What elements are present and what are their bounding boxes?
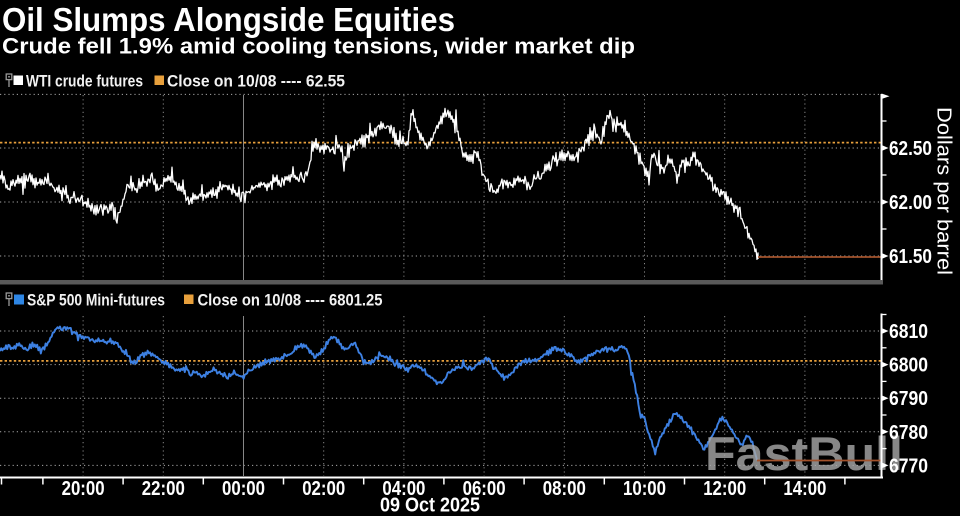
svg-text:Close on 10/08 ---- 62.55: Close on 10/08 ---- 62.55 (167, 72, 345, 91)
svg-text:Oil Slumps Alongside Equities: Oil Slumps Alongside Equities (2, 1, 455, 38)
svg-text:6810: 6810 (889, 321, 928, 343)
svg-text:FastBull: FastBull (705, 428, 903, 481)
svg-text:Close on 10/08 ---- 6801.25: Close on 10/08 ---- 6801.25 (198, 291, 383, 310)
svg-text:6770: 6770 (889, 455, 928, 477)
svg-text:00:00: 00:00 (222, 478, 265, 500)
svg-text:62.00: 62.00 (889, 192, 932, 214)
svg-text:09 Oct 2025: 09 Oct 2025 (380, 495, 480, 516)
svg-text:12:00: 12:00 (703, 478, 746, 500)
svg-text:22:00: 22:00 (142, 478, 185, 500)
svg-text:6790: 6790 (889, 388, 928, 410)
svg-text:10:00: 10:00 (623, 478, 666, 500)
svg-text:6800: 6800 (889, 355, 928, 377)
svg-text:04:00: 04:00 (382, 478, 425, 500)
svg-text:6780: 6780 (889, 422, 928, 444)
svg-text:WTI crude futures: WTI crude futures (26, 72, 143, 91)
svg-text:Dollars per barrel: Dollars per barrel (933, 107, 956, 275)
svg-text:S&P 500 Mini-futures: S&P 500 Mini-futures (27, 291, 165, 310)
svg-text:14:00: 14:00 (783, 478, 826, 500)
svg-text:02:00: 02:00 (302, 478, 345, 500)
svg-text:20:00: 20:00 (62, 478, 105, 500)
svg-text:06:00: 06:00 (463, 478, 506, 500)
svg-text:Crude fell 1.9% amid cooling t: Crude fell 1.9% amid cooling tensions, w… (2, 34, 635, 59)
svg-text:08:00: 08:00 (543, 478, 586, 500)
svg-text:61.50: 61.50 (889, 246, 932, 268)
svg-text:62.50: 62.50 (889, 138, 932, 160)
